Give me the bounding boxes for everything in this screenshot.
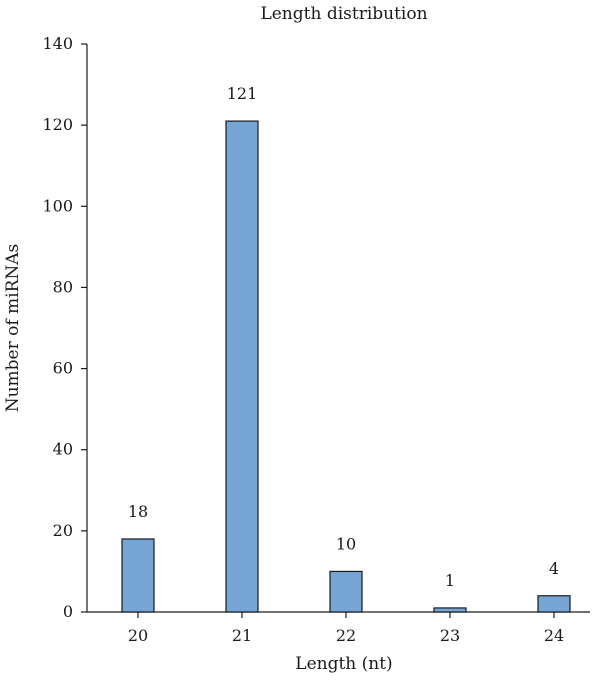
bar-20 (121, 538, 155, 613)
y-axis: 0 20 40 60 80 100 120 140 (42, 34, 88, 621)
y-tick-label: 20 (53, 521, 73, 540)
y-tick-label: 40 (53, 440, 73, 459)
data-label-22: 10 (336, 534, 356, 553)
bar-22 (329, 570, 363, 613)
data-label-24: 4 (549, 559, 559, 578)
data-label-23: 1 (445, 571, 455, 590)
x-tick-label: 22 (336, 626, 356, 645)
y-tick-label: 0 (63, 602, 73, 621)
bars (121, 120, 571, 613)
data-label-21: 121 (227, 84, 258, 103)
x-axis-title: Length (nt) (295, 654, 392, 674)
x-tick-label: 20 (128, 626, 148, 645)
y-tick-label: 80 (53, 277, 73, 296)
data-label-20: 18 (128, 502, 148, 521)
x-tick-label: 24 (544, 626, 564, 645)
bar-24 (537, 595, 571, 613)
bar-21 (225, 120, 259, 613)
x-axis: 20 21 22 23 24 (87, 611, 590, 645)
x-tick-label: 21 (232, 626, 252, 645)
y-tick-label: 140 (42, 34, 73, 53)
chart-title: Length distribution (260, 4, 427, 24)
y-tick-label: 60 (53, 359, 73, 378)
y-tick-label: 100 (42, 196, 73, 215)
bar-23 (433, 607, 467, 613)
data-labels: 18 121 10 1 4 (128, 84, 559, 590)
y-axis-title: Number of miRNAs (3, 244, 23, 413)
y-tick-label: 120 (42, 115, 73, 134)
x-tick-label: 23 (440, 626, 460, 645)
